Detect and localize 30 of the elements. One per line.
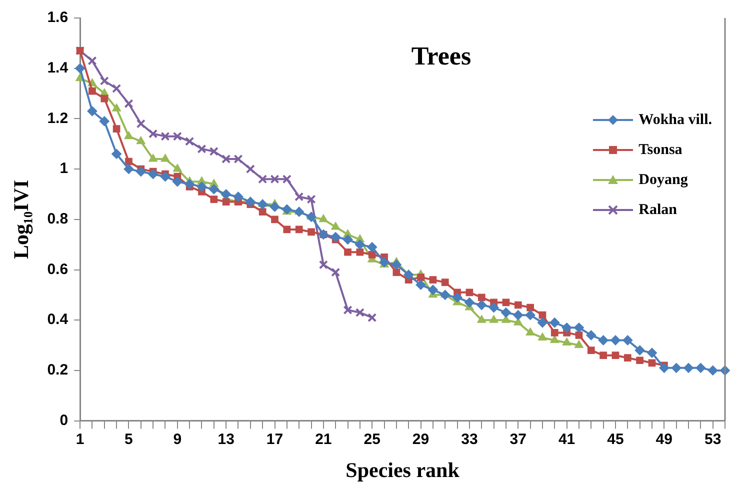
legend-label: Tsonsa: [638, 142, 682, 158]
y-axis-title: Log₁₀IVI: [9, 180, 34, 259]
x-tick-label: 49: [656, 430, 672, 448]
x-tick-label: 17: [266, 430, 284, 448]
x-tick-label: 5: [124, 430, 133, 448]
y-tick-label: 1.6: [47, 9, 68, 26]
x-tick-label: 33: [461, 430, 478, 448]
legend-label: Ralan: [638, 202, 677, 218]
x-tick-label: 21: [315, 430, 332, 448]
x-tick-label: 25: [364, 430, 380, 448]
legend-label: Wokha vill.: [638, 112, 712, 128]
y-tick-label: 0: [60, 412, 68, 429]
x-axis-title: Species rank: [346, 458, 460, 482]
legend-label: Doyang: [638, 172, 688, 188]
y-tick-label: 1.2: [47, 110, 68, 127]
x-tick-label: 37: [510, 430, 526, 448]
x-tick-label: 45: [607, 430, 624, 448]
x-tick-label: 13: [218, 430, 234, 448]
y-tick-label: 1.4: [47, 59, 69, 76]
y-tick-label: 1: [60, 160, 68, 178]
x-tick-label: 9: [173, 430, 182, 448]
x-tick-label: 53: [704, 430, 722, 448]
text: Trees: [411, 42, 472, 71]
x-tick-label: 1: [76, 430, 84, 448]
y-tick-label: 0.8: [47, 210, 68, 228]
x-tick-label: 29: [412, 430, 430, 448]
x-tick-label: 41: [558, 430, 576, 448]
y-tick-label: 0.4: [47, 311, 69, 328]
y-tick-label: 0.2: [47, 362, 68, 379]
y-tick-label: 0.6: [47, 260, 68, 278]
